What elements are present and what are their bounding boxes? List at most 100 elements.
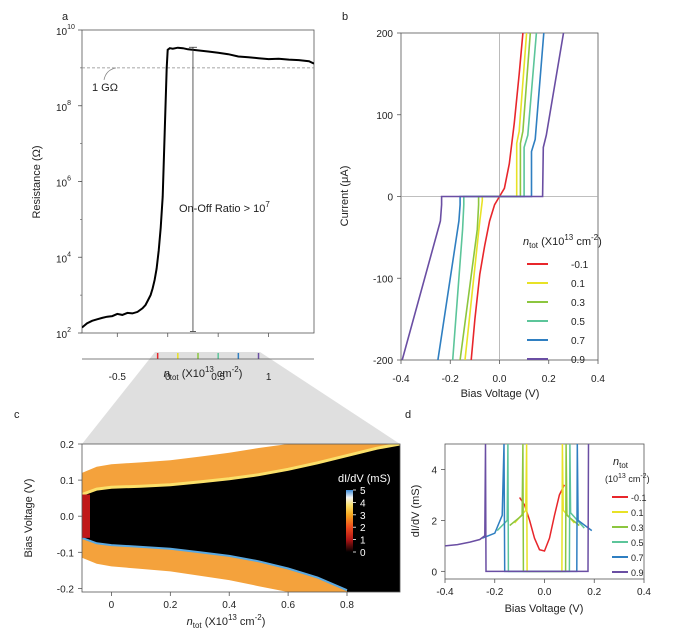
panel-b: -0.4 -0.2 0.0 0.2 0.4 -200 -100 0 100 200 ntot (X… <box>339 29 605 400</box>
panel-b-ytick-label: -100 <box>373 274 393 285</box>
heatmap-upper-edge <box>82 444 400 496</box>
colorbar-ticks: 54 32 10 <box>353 486 366 559</box>
gigaohm-label-leader <box>103 67 117 80</box>
panel-a-xtick-label: 0.5 <box>211 372 225 383</box>
panel-b-legend-label: 0.5 <box>571 317 585 328</box>
zoom-wedge <box>82 352 400 444</box>
panel-d-series-line <box>496 444 585 573</box>
panel-b-legend-label: 0.9 <box>571 355 585 366</box>
panel-b-xtick-label: 0.2 <box>542 374 556 385</box>
panel-b-xtick-label: 0.0 <box>493 374 507 385</box>
panel-c-xlabel: ntot (X1013 cm-2) <box>187 613 266 630</box>
panel-b-xtick-label: -0.2 <box>442 374 460 385</box>
colorbar-tick-label: 5 <box>360 486 366 497</box>
panel-d-ytick-label: 4 <box>431 465 437 476</box>
panel-b-ytick-label: 200 <box>376 29 393 40</box>
heatmap-left-edge <box>82 494 90 538</box>
panel-a-ytick-label: 104 <box>56 251 71 265</box>
panel-b-legend-label: 0.1 <box>571 279 585 290</box>
panel-c-xtick-label: 0.6 <box>281 600 295 611</box>
panel-letter-c: c <box>14 409 20 421</box>
panel-a-frame <box>81 29 315 334</box>
panel-b-series <box>401 33 565 360</box>
panel-d-xtick-label: 0.4 <box>637 587 651 598</box>
panel-letter-a: a <box>62 11 69 23</box>
panel-d-legend-label: 0.7 <box>631 553 644 563</box>
panel-c-xtick-label: 0.2 <box>163 600 177 611</box>
panel-d-xlabel: Bias Voltage (V) <box>505 603 584 615</box>
panel-b-ytick-label: -200 <box>373 356 393 367</box>
panel-c-xtick-label: 0.8 <box>340 600 354 611</box>
panel-d-ytick-label: 2 <box>431 516 437 527</box>
colorbar-tick-label: 0 <box>360 548 366 559</box>
panel-c-ytick-label: 0.2 <box>60 440 74 451</box>
panel-a-ytick-label: 1010 <box>56 24 75 38</box>
panel-b-legend-label: 0.7 <box>571 336 585 347</box>
panel-d-legend-label: 0.9 <box>631 568 644 578</box>
panel-d: -0.4 -0.2 0.0 0.2 0.4 0 2 4 ntot (1013 cm-2) -0… <box>410 443 651 615</box>
panel-b-ytick-label: 100 <box>376 111 393 122</box>
panel-d-legend-label: 0.3 <box>631 523 644 533</box>
panel-d-legend-title-2: (1013 cm-2) <box>605 473 650 484</box>
panel-b-legend: ntot (X1013 cm-2) -0.1 0.1 0.3 0.5 0.7 0.9 <box>523 233 602 366</box>
panel-d-legend-label: 0.5 <box>631 538 644 548</box>
panel-a-ylabel: Resistance (Ω) <box>31 145 43 218</box>
heatmap-lower-band <box>82 537 347 592</box>
panel-b-series-line <box>470 33 524 360</box>
panel-b-ticks: -0.4 -0.2 0.0 0.2 0.4 -200 -100 0 100 200 <box>373 29 605 385</box>
heatmap-upper-band <box>82 444 400 495</box>
colorbar-tick-label: 4 <box>360 498 366 509</box>
colorbar-tick-label: 2 <box>360 523 366 534</box>
colorbar-label: dI/dV (mS) <box>338 473 391 485</box>
panel-d-xtick-label: -0.2 <box>486 587 504 598</box>
panel-d-series-line <box>482 444 593 573</box>
panel-c-frame <box>81 443 401 593</box>
panel-a-xtick-label: -0.5 <box>109 372 127 383</box>
panel-c-ylabel: Bias Voltage (V) <box>23 479 35 558</box>
panel-d-ticks: -0.4 -0.2 0.0 0.2 0.4 0 2 4 <box>431 465 651 598</box>
panel-c-ytick-label: -0.1 <box>57 548 75 559</box>
panel-c-ticks: 0 0.2 0.4 0.6 0.8 -0.2 -0.1 0.0 0.1 0.2 <box>57 440 355 611</box>
panel-d-legend: ntot (1013 cm-2) -0.1 0.1 0.3 0.5 0.7 0.9 <box>605 456 650 578</box>
gigaohm-label: 1 GΩ <box>92 82 118 94</box>
panel-d-ytick-label: 0 <box>431 567 437 578</box>
panel-c-xtick-label: 0.4 <box>222 600 236 611</box>
on-off-ratio-annotation: On-Off Ratio > 107 <box>179 200 270 215</box>
panel-c-ytick-label: 0.1 <box>60 476 74 487</box>
panel-c-xtick-label: 0 <box>109 600 115 611</box>
panel-c-ytick-label: 0.0 <box>60 512 74 523</box>
panel-letter-b: b <box>342 11 348 23</box>
panel-b-legend-label: 0.3 <box>571 298 585 309</box>
panel-a-ytick-label: 106 <box>56 176 71 190</box>
panel-letter-d: d <box>405 409 411 421</box>
panel-b-series-line <box>401 33 565 360</box>
panel-b-ylabel: Current (μA) <box>339 166 351 227</box>
colorbar-tick-label: 3 <box>360 511 366 522</box>
panel-a-ticks: -0.5 0 0.5 1 102 104 106 108 1010 <box>56 24 272 383</box>
panel-b-legend-label: -0.1 <box>571 260 589 271</box>
panel-d-series <box>445 444 593 573</box>
panel-b-legend-title: ntot (X1013 cm-2) <box>523 233 602 250</box>
panel-d-series-line <box>445 444 590 573</box>
panel-d-legend-title-1: ntot <box>613 456 629 470</box>
panel-a-xlabel: ntot (X1013 cm-2) <box>164 365 243 382</box>
colorbar-gradient <box>346 490 353 552</box>
panel-a-xtick-label: 1 <box>266 372 272 383</box>
panel-c: 0 0.2 0.4 0.6 0.8 -0.2 -0.1 0.0 0.1 0.2 dI/dV (mS… <box>23 440 401 630</box>
panel-a: -0.5 0 0.5 1 102 104 106 108 1010 1 GΩ On-Off Ra… <box>31 24 315 383</box>
panel-b-xtick-label: 0.4 <box>591 374 605 385</box>
heatmap-gap-region <box>82 444 400 592</box>
resistance-curve <box>82 46 314 329</box>
panel-b-xlabel: Bias Voltage (V) <box>461 388 540 400</box>
colorbar-tick-label: 1 <box>360 536 366 547</box>
panel-b-xtick-label: -0.4 <box>392 374 410 385</box>
colorbar: dI/dV (mS) 54 32 10 <box>338 473 391 559</box>
panel-d-xtick-label: -0.4 <box>436 587 454 598</box>
panel-d-legend-label: 0.1 <box>631 508 644 518</box>
heatmap-lower-edge <box>82 536 348 592</box>
panel-d-legend-label: -0.1 <box>631 493 647 503</box>
panel-d-xtick-label: 0.0 <box>538 587 552 598</box>
panel-c-ytick-label: -0.2 <box>57 584 75 595</box>
panel-b-ytick-label: 0 <box>387 193 393 204</box>
